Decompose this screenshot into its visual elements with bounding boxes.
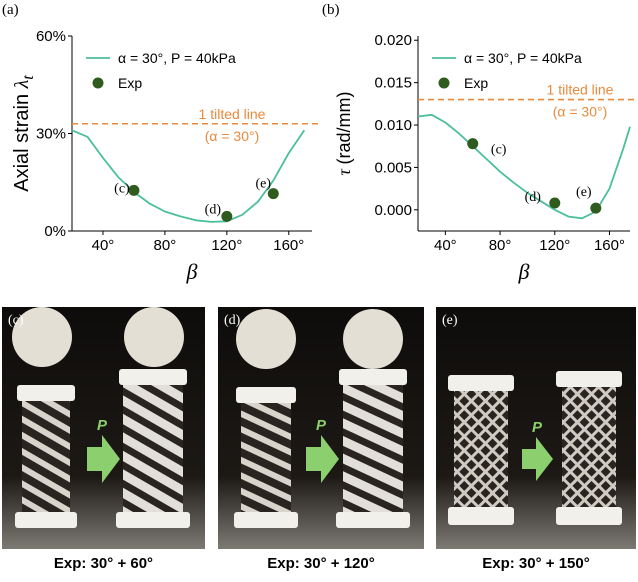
photo-label-d: (d) bbox=[224, 313, 241, 328]
legend-exp-label: Exp bbox=[464, 75, 488, 91]
exp-point-label: (c) bbox=[491, 143, 507, 158]
y-axis-label: Axial strain λt bbox=[11, 75, 37, 192]
legend-exp-swatch bbox=[438, 77, 450, 89]
photo-illustration-e: P bbox=[436, 307, 636, 549]
photo-illustration-d: P bbox=[218, 307, 424, 549]
exp-point-label: (c) bbox=[114, 181, 130, 196]
y-tick-label: 0.015 bbox=[374, 75, 412, 92]
exp-point bbox=[267, 188, 279, 200]
x-tick-label: 40° bbox=[92, 237, 115, 254]
x-axis-label: β bbox=[186, 259, 198, 284]
legend-exp-label: Exp bbox=[118, 75, 142, 91]
arrow-label-e: P bbox=[532, 419, 543, 436]
caption-d: Exp: 30° + 120° bbox=[267, 555, 375, 572]
x-tick-label: 160° bbox=[273, 237, 304, 254]
reference-sublabel: (α = 30°) bbox=[553, 104, 608, 120]
y-axis-label: τ (rad/mm) bbox=[334, 92, 354, 176]
arrow-label-c: P bbox=[97, 417, 108, 434]
x-tick-label: 120° bbox=[539, 237, 570, 254]
legend-line-label: α = 30°, P = 40kPa bbox=[464, 50, 582, 66]
photo-panel-e: (e) P bbox=[436, 307, 636, 549]
exp-point-label: (e) bbox=[576, 185, 592, 200]
exp-point bbox=[467, 138, 479, 150]
photo-illustration-c: P bbox=[2, 307, 205, 549]
exp-point bbox=[590, 202, 602, 214]
x-tick-label: 40° bbox=[434, 237, 457, 254]
y-tick-label: 0.020 bbox=[374, 32, 412, 49]
photo-panel-c: (c) P bbox=[2, 307, 205, 549]
panel-label-b: (b) bbox=[322, 2, 340, 18]
x-tick-label: 120° bbox=[211, 237, 242, 254]
photo-panel-d: (d) P bbox=[218, 307, 424, 549]
photo-label-e: (e) bbox=[442, 313, 458, 328]
x-axis-label: β bbox=[518, 259, 530, 284]
reference-label: 1 tilted line bbox=[199, 106, 266, 122]
y-tick-label: 0.010 bbox=[374, 117, 412, 134]
exp-point bbox=[128, 184, 140, 196]
caption-c: Exp: 30° + 60° bbox=[53, 555, 154, 572]
arrow-label-d: P bbox=[316, 417, 327, 434]
model-line bbox=[417, 113, 631, 220]
model-line bbox=[71, 129, 306, 223]
y-tick-label: 0.000 bbox=[374, 202, 412, 219]
y-tick-label: 30% bbox=[36, 126, 66, 143]
x-tick-label: 80° bbox=[489, 237, 512, 254]
y-tick-label: 0% bbox=[44, 223, 66, 240]
exp-point-label: (d) bbox=[205, 202, 222, 217]
legend-line-label: α = 30°, P = 40kPa bbox=[118, 50, 236, 66]
exp-point-label: (d) bbox=[525, 190, 542, 205]
photo-label-c: (c) bbox=[8, 313, 24, 328]
exp-point bbox=[549, 197, 561, 209]
reference-label: 1 tilted line bbox=[547, 82, 614, 98]
chart-axial-strain: 40° 80° 120° 160° 0% 30% 60% β Axial strain λt 1 … bbox=[11, 28, 320, 284]
y-tick-label: 0.005 bbox=[374, 159, 412, 176]
x-tick-label: 80° bbox=[154, 237, 177, 254]
y-tick-label: 60% bbox=[36, 28, 66, 45]
legend-exp-swatch bbox=[92, 77, 104, 89]
chart-twist: 40° 80° 120° 160° 0.000 0.005 0.010 0.015 0.020 β… bbox=[334, 32, 638, 284]
panel-label-a: (a) bbox=[2, 2, 19, 18]
reference-sublabel: (α = 30°) bbox=[205, 128, 260, 144]
caption-e: Exp: 30° + 150° bbox=[482, 555, 590, 572]
x-tick-label: 160° bbox=[594, 237, 625, 254]
exp-point bbox=[221, 210, 233, 222]
exp-point-label: (e) bbox=[256, 177, 272, 192]
